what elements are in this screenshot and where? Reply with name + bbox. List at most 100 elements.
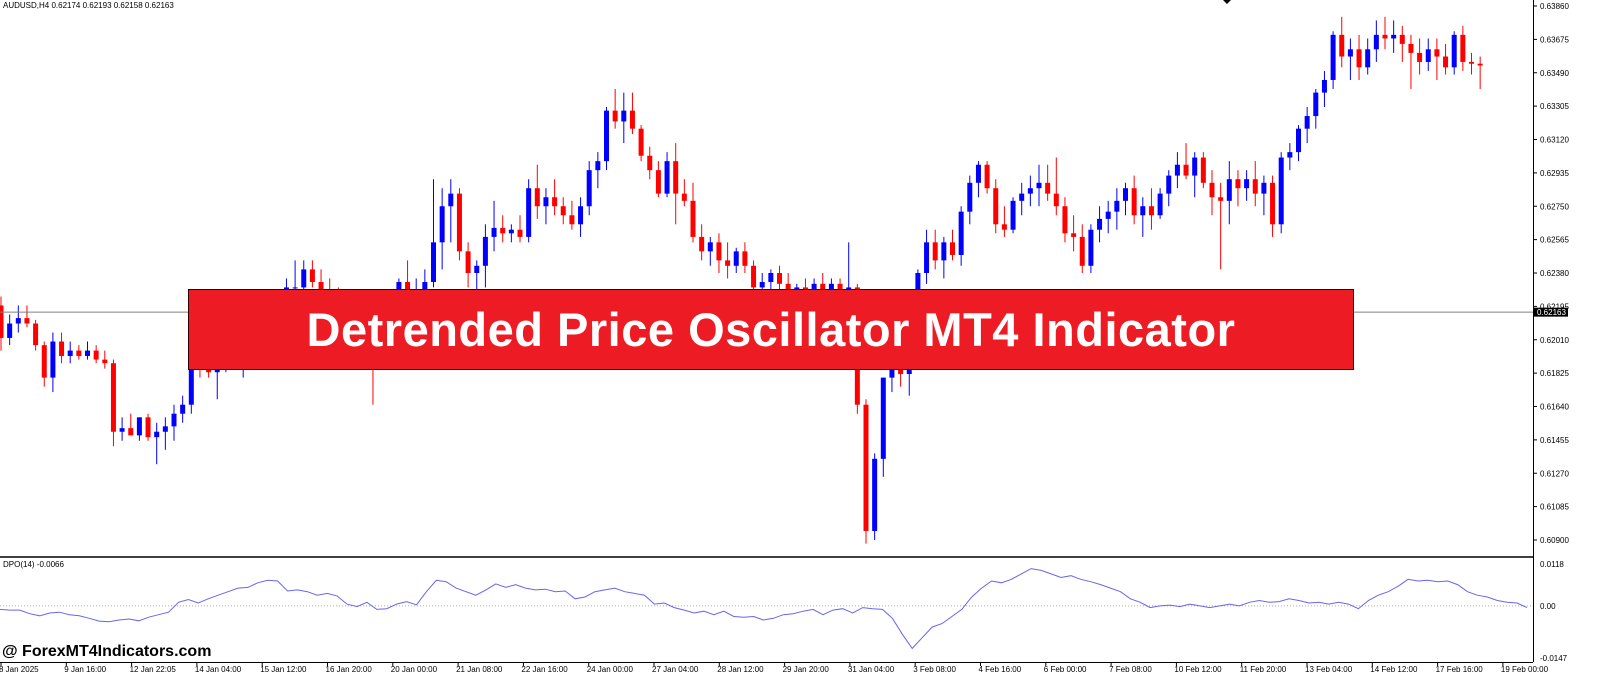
candle-body (1443, 56, 1449, 68)
candle (1062, 197, 1068, 243)
candle-body (1192, 157, 1198, 176)
candle (128, 413, 134, 436)
candle-body (1270, 182, 1276, 225)
price-tick-label: 0.63860 (1540, 2, 1569, 11)
candle-body (1356, 49, 1362, 68)
candle (1330, 31, 1336, 89)
candle (1097, 206, 1103, 243)
candle (958, 206, 964, 266)
candle (93, 345, 99, 364)
candle-body (638, 128, 644, 156)
time-tick-label: 17 Feb 16:00 (1436, 665, 1484, 674)
candle-body (534, 188, 540, 207)
price-tick-label: 0.63490 (1540, 69, 1569, 78)
candle (1408, 34, 1414, 89)
candle (716, 233, 722, 273)
time-tick-label: 3 Feb 08:00 (913, 665, 956, 674)
candle-body (1209, 182, 1215, 198)
shift-marker-icon[interactable] (1223, 0, 1231, 4)
candle-body (67, 350, 73, 356)
candle (1477, 56, 1483, 89)
dpo-line (0, 568, 1528, 650)
candle-body (162, 426, 168, 432)
time-tick-label: 8 Jan 2025 (0, 665, 39, 674)
time-tick-label: 13 Feb 04:00 (1305, 665, 1353, 674)
candle (33, 319, 39, 351)
candle (1123, 182, 1128, 216)
candle-body (59, 341, 65, 356)
candle (552, 179, 558, 216)
price-tick-label: 0.61825 (1540, 369, 1569, 378)
candle-body (1088, 229, 1094, 266)
price-tick-label: 0.62380 (1540, 269, 1569, 278)
candle-body (1079, 236, 1085, 266)
candle (1157, 188, 1163, 219)
candle-body (595, 161, 601, 171)
candle-body (1330, 34, 1336, 80)
candle-body (1278, 157, 1284, 225)
candle-body (1174, 164, 1180, 176)
candle (482, 224, 488, 288)
candle-body (1425, 49, 1431, 62)
candle (950, 229, 955, 261)
candle-body (604, 110, 609, 162)
candle (136, 417, 142, 441)
candle (1434, 38, 1440, 80)
candle-body (309, 269, 315, 283)
price-axis: 0.63860 0.63675 0.63490 0.63305 0.63120 0.629… (1533, 2, 1569, 545)
time-axis: 8 Jan 2025 9 Jan 16:00 12 Jan 22:05 14 Jan … (0, 662, 1549, 674)
time-tick-label: 21 Jan 08:00 (456, 665, 503, 674)
candle (76, 345, 82, 360)
dpo-axis: 0.0118 0.00 -0.0147 (1540, 560, 1568, 663)
candle (1321, 70, 1327, 108)
candle (1244, 170, 1250, 201)
candle (1131, 175, 1137, 225)
candle-body (85, 350, 90, 356)
candle-body (664, 161, 670, 194)
candle-body (431, 242, 436, 283)
candle-body (967, 182, 973, 212)
candle (1451, 31, 1457, 75)
candle-body (569, 215, 575, 225)
time-tick-label: 16 Jan 20:00 (326, 665, 373, 674)
candle (569, 200, 575, 230)
title-banner: Detrended Price Oscillator MT4 Indicator (188, 289, 1354, 370)
price-tick-label: 0.62750 (1540, 202, 1569, 211)
time-tick-label: 31 Jan 04:00 (848, 665, 895, 674)
candle (742, 242, 748, 273)
candle-body (1252, 179, 1258, 194)
candle-body (1071, 233, 1077, 237)
candle-body (318, 282, 324, 292)
candle (1417, 38, 1423, 75)
candle (526, 179, 532, 243)
candle-body (975, 164, 981, 183)
candle (1304, 107, 1310, 144)
candle (1140, 197, 1146, 237)
candle-body (482, 236, 488, 266)
candle-body (1296, 128, 1301, 153)
price-tick-label: 0.61085 (1540, 503, 1569, 512)
candle-body (1235, 179, 1241, 189)
candle-body (422, 282, 428, 292)
candle (15, 305, 21, 333)
candle-body (1097, 218, 1103, 230)
candle-body (76, 350, 82, 356)
candle-body (33, 323, 39, 346)
time-tick-label: 9 Jan 16:00 (64, 665, 106, 674)
candle-body (1347, 49, 1353, 57)
candle (1235, 170, 1241, 207)
candle (7, 314, 13, 346)
symbol-info: AUDUSD,H4 0.62174 0.62193 0.62158 0.6216… (3, 1, 174, 10)
time-tick-label: 7 Feb 08:00 (1109, 665, 1152, 674)
candle-body (1469, 61, 1474, 64)
candle (638, 125, 644, 162)
candle-body (1140, 206, 1146, 216)
candle-body (629, 110, 635, 129)
candle (993, 179, 999, 234)
time-tick-label: 29 Jan 20:00 (783, 665, 830, 674)
candle-body (508, 229, 514, 234)
candle-body (7, 323, 13, 338)
indicator-info: DPO(14) -0.0066 (3, 560, 64, 569)
candle-body (15, 318, 21, 324)
candle (1105, 200, 1111, 234)
